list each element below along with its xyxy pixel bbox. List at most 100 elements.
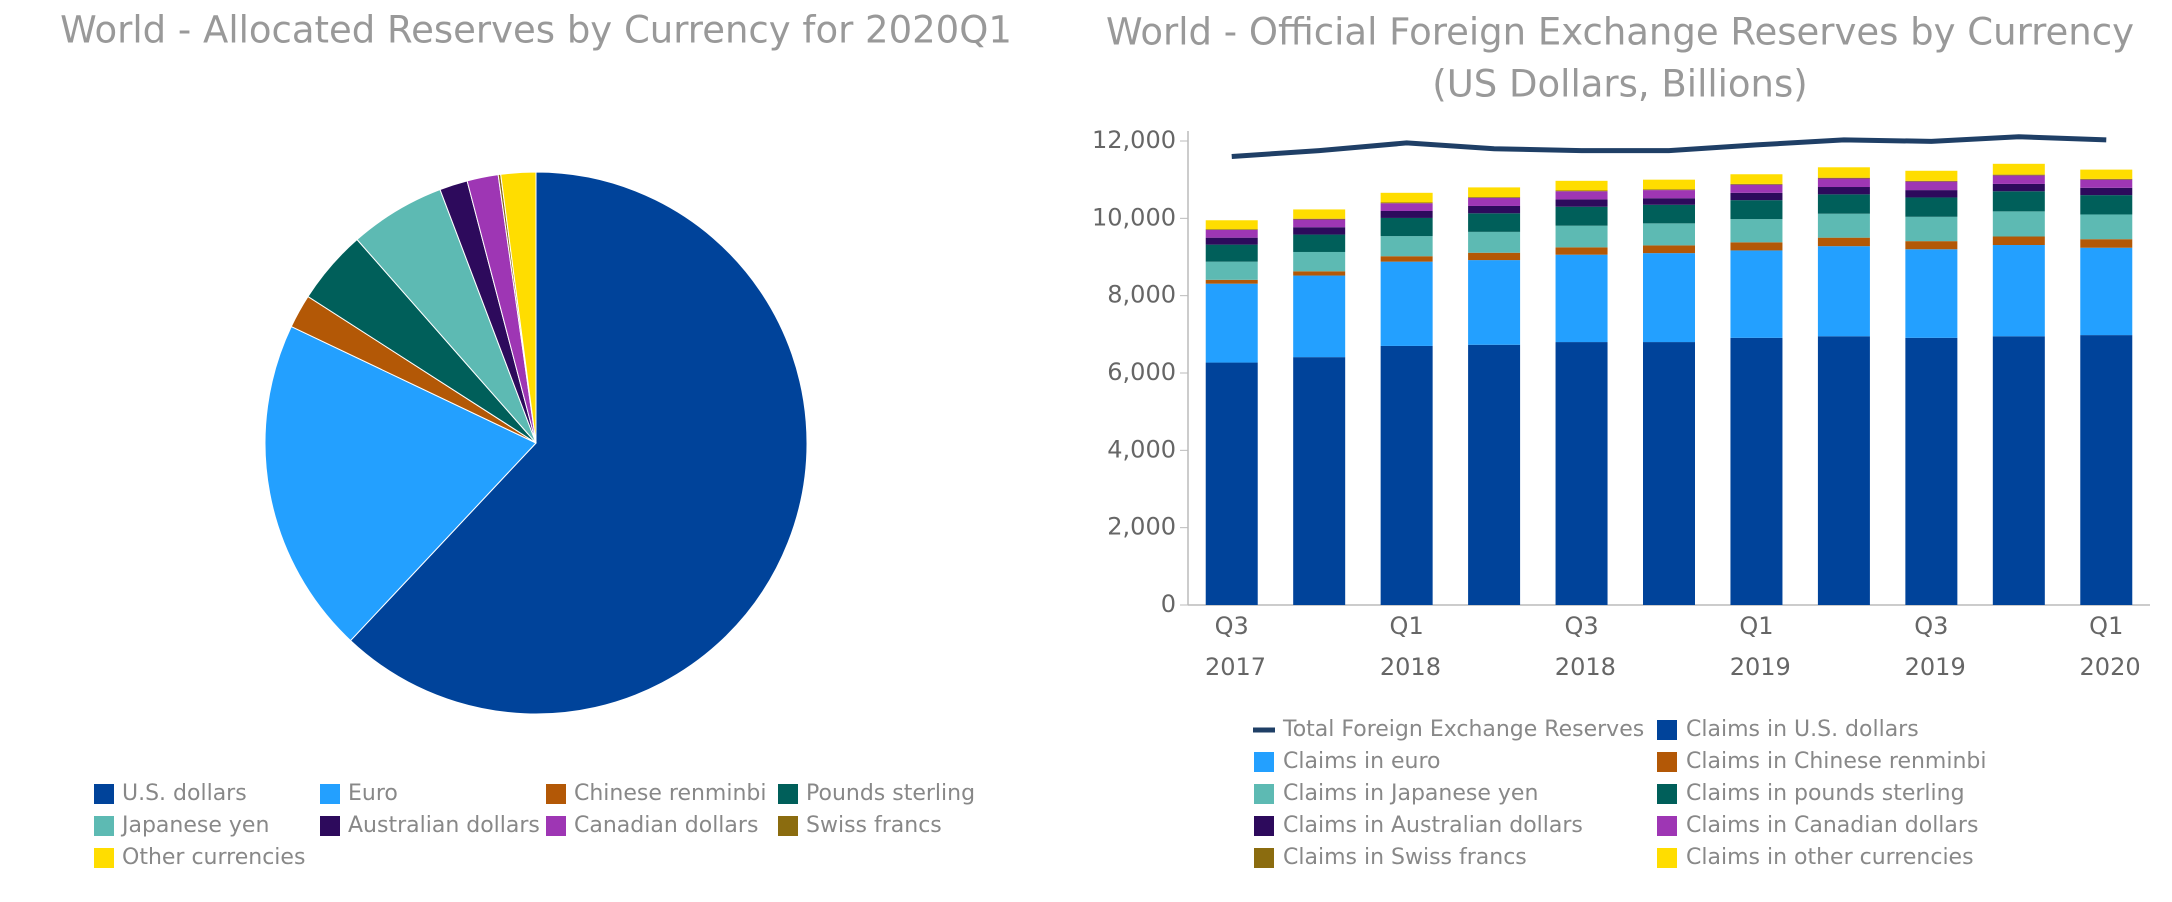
legend-swatch xyxy=(1254,816,1274,836)
bar-segment xyxy=(1730,200,1783,220)
legend-swatch xyxy=(1657,784,1677,804)
bar-segment xyxy=(1643,342,1695,605)
bar-segment xyxy=(1293,209,1346,219)
legend-label: Swiss francs xyxy=(806,813,942,838)
legend-swatch xyxy=(778,784,798,804)
bar-segment xyxy=(1380,203,1433,211)
x-tick-label-line: 2018 xyxy=(1372,653,1441,681)
bar-segment xyxy=(1555,199,1608,207)
pie-slice xyxy=(500,171,537,444)
bar-segment xyxy=(1730,183,1783,185)
legend-swatch xyxy=(1254,784,1274,804)
legend-label: Canadian dollars xyxy=(574,813,758,838)
bar-segment xyxy=(1380,210,1433,218)
bar-segment xyxy=(1555,342,1608,605)
legend-swatch xyxy=(1254,752,1274,772)
bar-segment xyxy=(1730,242,1783,251)
bar-segment xyxy=(1555,191,1608,200)
legend-swatch xyxy=(320,784,340,804)
bar-segment xyxy=(1817,177,1870,179)
bar-segment xyxy=(1293,227,1346,235)
pie-title: World - Allocated Reserves by Currency f… xyxy=(60,9,1012,52)
x-tick-label: Q3 2018 xyxy=(1547,612,1616,681)
legend-swatch xyxy=(94,848,114,868)
x-tick-label-line: Q1 xyxy=(1390,612,1424,640)
bar-segment xyxy=(1643,223,1695,246)
bar-segment xyxy=(2080,247,2133,336)
pie-slice xyxy=(264,325,537,642)
x-tick-label-line: Q1 xyxy=(2089,612,2123,640)
legend-label: Claims in other currencies xyxy=(1686,845,1974,870)
x-tick-label-line: 2018 xyxy=(1547,653,1616,681)
bar-segment xyxy=(1905,241,1958,250)
legend-label: Other currencies xyxy=(122,845,305,870)
x-tick-label: Q1 2018 xyxy=(1372,612,1441,681)
bar-segment xyxy=(1730,174,1783,184)
bar-segment xyxy=(1992,336,2045,605)
bar-segment xyxy=(1205,283,1258,363)
legend-label: Claims in Australian dollars xyxy=(1283,813,1583,838)
x-tick-label: Q1 2020 xyxy=(2072,612,2141,681)
legend-swatch xyxy=(94,816,114,836)
legend-swatch xyxy=(546,784,566,804)
bar-segment xyxy=(1905,216,1958,242)
bar-segment xyxy=(2080,179,2133,188)
bar-segment xyxy=(2080,335,2133,605)
bar-segment xyxy=(1205,244,1258,262)
legend-label: Pounds sterling xyxy=(806,781,975,806)
y-tick-label: 10,000 xyxy=(1092,203,1176,231)
bar-segment xyxy=(1905,181,1958,191)
bar-segment xyxy=(1293,271,1346,276)
bar-segment xyxy=(1643,198,1695,205)
legend-label: Japanese yen xyxy=(120,813,269,838)
bar-segment xyxy=(1643,189,1695,191)
bar-segment xyxy=(2080,195,2133,215)
bar-segment xyxy=(1555,206,1608,226)
bar-segment xyxy=(1380,345,1433,605)
bar-segment xyxy=(1992,211,2045,237)
bar-segment xyxy=(1293,251,1346,272)
legend-swatch xyxy=(1657,720,1677,740)
y-tick-label: 12,000 xyxy=(1092,126,1176,154)
bar-segment xyxy=(1205,279,1258,284)
x-tick-label: Q3 2017 xyxy=(1197,612,1266,681)
bar-title: World - Official Foreign Exchange Reserv… xyxy=(1106,11,2134,54)
legend-label: Chinese renminbi xyxy=(574,781,767,806)
x-tick-label-line: Q1 xyxy=(1739,612,1773,640)
x-tick-label-line: 2019 xyxy=(1897,653,1966,681)
bar-segment xyxy=(1817,178,1870,188)
bar-segment xyxy=(1817,213,1870,238)
bar-segment xyxy=(1643,179,1695,190)
x-tick-label-line: 2020 xyxy=(2072,653,2141,681)
bar-segment xyxy=(1380,192,1433,203)
x-tick-label: Q1 2019 xyxy=(1722,612,1791,681)
legend-swatch xyxy=(546,816,566,836)
legend-swatch xyxy=(1657,848,1677,868)
bar-subtitle: (US Dollars, Billions) xyxy=(1432,63,1807,106)
legend-label: Total Foreign Exchange Reserves xyxy=(1282,717,1644,742)
bar-segment xyxy=(1905,190,1958,198)
bar-segment xyxy=(1205,362,1258,605)
bar-segment xyxy=(1293,357,1346,605)
legend-swatch xyxy=(1657,752,1677,772)
bar-segment xyxy=(2080,169,2133,179)
bar-segment xyxy=(1205,220,1258,230)
x-tick-label-line: Q3 xyxy=(1914,612,1948,640)
bar-segment xyxy=(1643,204,1695,224)
legend-swatch xyxy=(1254,848,1274,868)
bar-segment xyxy=(1380,236,1433,257)
legend-label: Euro xyxy=(348,781,398,806)
bar-segment xyxy=(1643,253,1695,343)
legend-label: Claims in Canadian dollars xyxy=(1686,813,1978,838)
bar-segment xyxy=(1905,170,1958,181)
bar-segment xyxy=(1992,175,2045,184)
bar-segment xyxy=(1992,163,2045,175)
bar-segment xyxy=(1905,180,1958,182)
bar-segment xyxy=(1730,184,1783,193)
bar-segment xyxy=(1555,254,1608,343)
y-tick-label: 8,000 xyxy=(1107,281,1176,309)
legend-label: Claims in Japanese yen xyxy=(1283,781,1538,806)
bar-segment xyxy=(1555,190,1608,192)
